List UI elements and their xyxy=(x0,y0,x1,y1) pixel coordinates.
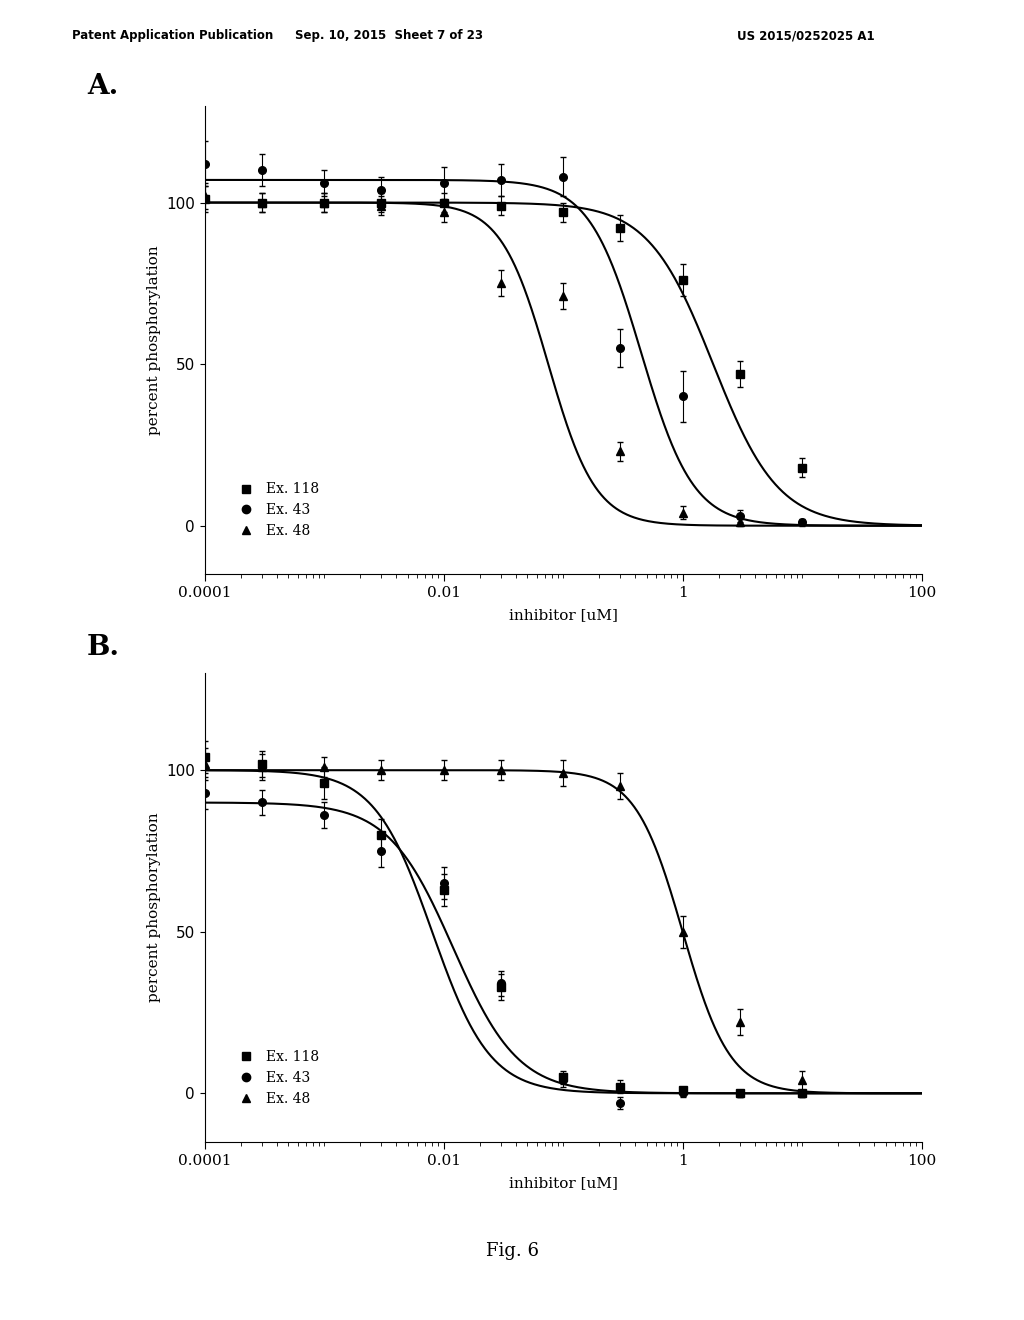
Text: B.: B. xyxy=(87,634,120,660)
Legend: Ex. 118, Ex. 43, Ex. 48: Ex. 118, Ex. 43, Ex. 48 xyxy=(226,477,325,544)
Y-axis label: percent phosphorylation: percent phosphorylation xyxy=(146,246,161,434)
Text: US 2015/0252025 A1: US 2015/0252025 A1 xyxy=(737,29,874,42)
X-axis label: inhibitor [uM]: inhibitor [uM] xyxy=(509,1176,617,1189)
Text: Sep. 10, 2015  Sheet 7 of 23: Sep. 10, 2015 Sheet 7 of 23 xyxy=(295,29,483,42)
Y-axis label: percent phosphorylation: percent phosphorylation xyxy=(146,813,161,1002)
Text: Patent Application Publication: Patent Application Publication xyxy=(72,29,273,42)
Legend: Ex. 118, Ex. 43, Ex. 48: Ex. 118, Ex. 43, Ex. 48 xyxy=(226,1044,325,1111)
X-axis label: inhibitor [uM]: inhibitor [uM] xyxy=(509,609,617,622)
Text: Fig. 6: Fig. 6 xyxy=(485,1242,539,1261)
Text: A.: A. xyxy=(87,73,119,99)
